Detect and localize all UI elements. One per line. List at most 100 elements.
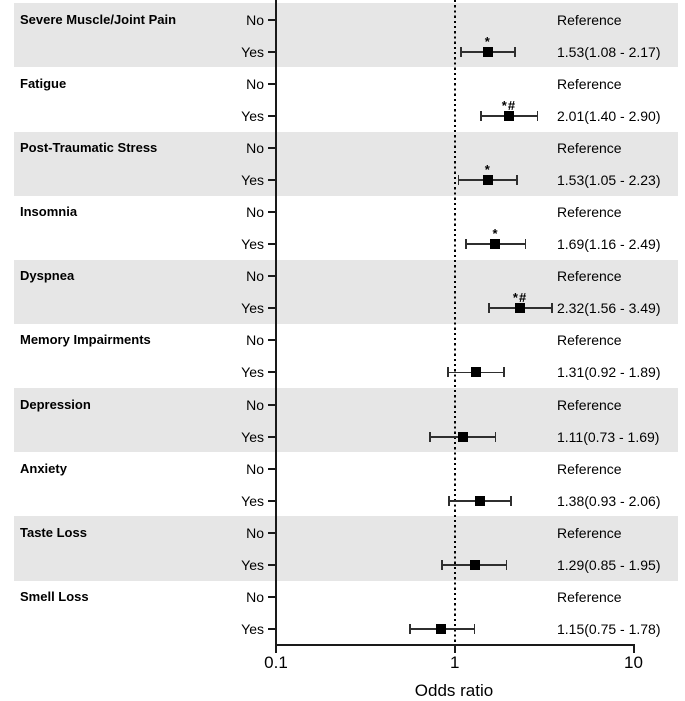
y-axis-tick <box>268 499 276 502</box>
y-axis-tick <box>268 211 276 214</box>
y-axis-tick <box>268 467 276 470</box>
or-value-label: 1.31(0.92 - 1.89) <box>557 364 661 381</box>
or-value-label: 1.53(1.08 - 2.17) <box>557 43 661 60</box>
row-level-label: No <box>246 524 264 541</box>
ci-cap-right <box>509 495 512 506</box>
row-level-label: Yes <box>241 43 264 60</box>
ci-cap-right <box>524 239 527 250</box>
or-marker <box>474 495 485 506</box>
category-label: Memory Impairments <box>20 332 151 348</box>
or-marker <box>515 303 526 314</box>
or-marker <box>470 367 481 378</box>
significance-marker: * <box>492 226 499 242</box>
row-level-label: No <box>246 75 264 92</box>
reference-label: Reference <box>557 11 622 28</box>
or-marker <box>469 559 480 570</box>
y-axis-tick <box>268 371 276 374</box>
category-label: Depression <box>20 396 91 412</box>
row-level-label: No <box>246 268 264 285</box>
y-axis-tick <box>268 275 276 278</box>
ci-cap-right <box>516 175 518 186</box>
y-axis-tick <box>268 595 276 598</box>
category-label: Severe Muscle/Joint Pain <box>20 11 177 27</box>
reference-label: Reference <box>557 139 622 156</box>
ci-cap-right <box>494 431 497 442</box>
ci-cap-left <box>408 624 411 635</box>
y-axis-tick <box>268 50 276 53</box>
or-marker <box>457 431 468 442</box>
row-level-label: Yes <box>241 172 264 189</box>
row-level-label: Yes <box>241 428 264 445</box>
ci-cap-left <box>479 110 482 121</box>
ci-cap-left <box>459 46 462 57</box>
y-axis-tick <box>268 531 276 534</box>
significance-marker: * <box>484 162 491 178</box>
or-marker <box>482 175 493 186</box>
y-axis-tick <box>268 339 276 342</box>
row-level-label: No <box>246 460 264 477</box>
x-axis-line <box>275 643 635 646</box>
category-label: Post-Traumatic Stress <box>20 139 158 155</box>
y-axis-tick <box>268 179 276 182</box>
reference-dotted-line <box>453 0 456 652</box>
x-axis-tick <box>632 645 635 653</box>
y-axis-tick <box>268 82 276 85</box>
ci-cap-left <box>488 303 491 314</box>
or-value-label: 1.29(0.85 - 1.95) <box>557 556 661 573</box>
y-axis-line <box>275 0 277 646</box>
ci-cap-left <box>429 431 432 442</box>
ci-cap-left <box>457 175 460 186</box>
row-level-label: Yes <box>241 107 264 124</box>
row-level-label: Yes <box>241 556 264 573</box>
ci-cap-right <box>505 559 508 570</box>
or-value-label: 2.01(1.40 - 2.90) <box>557 107 661 124</box>
or-value-label: 1.15(0.75 - 1.78) <box>557 621 661 638</box>
or-marker <box>482 46 493 57</box>
ci-cap-left <box>441 559 444 570</box>
x-axis-title: Odds ratio <box>414 681 494 700</box>
category-label: Smell Loss <box>20 588 89 604</box>
or-value-label: 1.69(1.16 - 2.49) <box>557 236 661 253</box>
row-level-label: No <box>246 139 264 156</box>
category-label: Dyspnea <box>20 268 75 284</box>
row-level-label: Yes <box>241 300 264 317</box>
category-label: Insomnia <box>20 204 78 220</box>
reference-label: Reference <box>557 204 622 221</box>
x-axis-tick-label: 1 <box>450 653 460 672</box>
ci-cap-right <box>473 624 476 635</box>
significance-marker: * <box>484 33 491 49</box>
or-marker <box>436 624 447 635</box>
row-level-label: Yes <box>241 621 264 638</box>
category-label: Anxiety <box>20 460 67 476</box>
x-axis-tick-label: 0.1 <box>264 653 288 672</box>
or-value-label: 1.53(1.05 - 2.23) <box>557 172 661 189</box>
row-level-label: Yes <box>241 364 264 381</box>
reference-label: Reference <box>557 460 622 477</box>
category-band <box>14 259 678 324</box>
y-axis-tick <box>268 18 276 21</box>
ci-cap-left <box>447 367 450 378</box>
or-marker <box>503 110 514 121</box>
reference-label: Reference <box>557 588 622 605</box>
y-axis-tick <box>268 435 276 438</box>
category-band <box>14 388 678 453</box>
reference-label: Reference <box>557 524 622 541</box>
row-level-label: No <box>246 396 264 413</box>
y-axis-tick <box>268 307 276 310</box>
reference-label: Reference <box>557 396 622 413</box>
y-axis-tick <box>268 563 276 566</box>
category-band <box>14 131 678 196</box>
row-level-label: No <box>246 332 264 349</box>
row-level-label: No <box>246 588 264 605</box>
significance-marker: *# <box>512 290 528 306</box>
ci-cap-right <box>503 367 506 378</box>
row-level-label: No <box>246 204 264 221</box>
y-axis-tick <box>268 146 276 149</box>
y-axis-tick <box>268 628 276 631</box>
row-level-label: Yes <box>241 492 264 509</box>
row-level-label: No <box>246 11 264 28</box>
ci-cap-left <box>465 239 468 250</box>
y-axis-tick <box>268 114 276 117</box>
category-band <box>14 516 678 581</box>
